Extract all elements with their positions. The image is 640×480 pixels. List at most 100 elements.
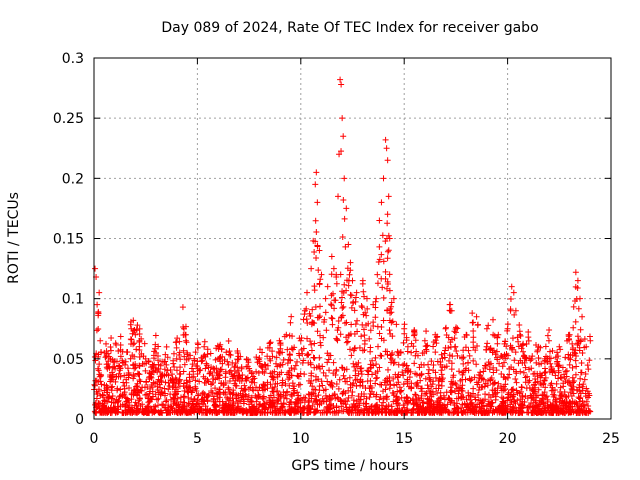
data-point xyxy=(552,406,559,413)
data-point xyxy=(470,357,477,364)
data-point xyxy=(232,382,239,389)
data-point xyxy=(170,360,177,367)
data-point xyxy=(390,360,397,367)
data-point xyxy=(379,284,386,291)
data-point xyxy=(314,199,321,206)
data-point xyxy=(385,232,392,239)
data-point xyxy=(225,386,232,393)
data-point xyxy=(267,357,274,364)
data-point xyxy=(401,321,408,328)
data-point xyxy=(312,217,319,224)
data-point xyxy=(310,390,317,397)
data-point xyxy=(507,296,514,303)
data-point xyxy=(394,397,401,404)
data-point xyxy=(359,304,366,311)
data-point xyxy=(351,307,358,314)
data-point xyxy=(279,349,286,356)
data-point xyxy=(311,249,318,256)
data-point xyxy=(365,371,372,378)
data-point xyxy=(442,406,449,413)
data-point xyxy=(394,374,401,381)
data-point xyxy=(373,402,380,409)
data-point xyxy=(119,401,126,408)
data-point xyxy=(388,299,395,306)
data-point xyxy=(245,385,252,392)
data-point xyxy=(201,394,208,401)
data-point xyxy=(306,310,313,317)
data-point xyxy=(499,363,506,370)
data-point xyxy=(441,350,448,357)
data-point xyxy=(504,397,511,404)
data-point xyxy=(438,371,445,378)
data-point xyxy=(245,359,252,366)
data-point xyxy=(380,175,387,182)
data-point xyxy=(261,405,268,412)
data-point xyxy=(255,391,262,398)
data-point xyxy=(201,338,208,345)
data-point xyxy=(331,391,338,398)
data-point xyxy=(152,391,159,398)
data-point xyxy=(267,381,274,388)
data-point xyxy=(199,357,206,364)
data-point xyxy=(343,319,350,326)
data-point xyxy=(98,409,105,416)
data-point xyxy=(182,337,189,344)
data-point xyxy=(133,346,140,353)
data-point xyxy=(333,404,340,411)
data-point xyxy=(230,387,237,394)
data-point xyxy=(380,317,387,324)
data-point xyxy=(379,406,386,413)
data-point xyxy=(340,196,347,203)
data-point xyxy=(384,220,391,227)
data-point xyxy=(253,368,260,375)
data-point xyxy=(418,361,425,368)
data-point xyxy=(308,265,315,272)
data-point xyxy=(343,205,350,212)
data-point xyxy=(312,181,319,188)
data-point xyxy=(181,393,188,400)
data-point xyxy=(372,314,379,321)
data-point xyxy=(483,325,490,332)
data-point xyxy=(390,295,397,302)
data-point xyxy=(136,354,143,361)
data-point xyxy=(94,301,101,308)
data-point xyxy=(285,376,292,383)
data-point xyxy=(391,382,398,389)
data-point xyxy=(555,409,562,416)
data-point xyxy=(311,354,318,361)
data-point xyxy=(308,321,315,328)
data-point xyxy=(512,400,519,407)
data-point xyxy=(235,392,242,399)
data-point xyxy=(191,355,198,362)
data-point xyxy=(170,350,177,357)
data-point xyxy=(455,390,462,397)
data-point xyxy=(504,327,511,334)
data-point xyxy=(283,395,290,402)
data-point xyxy=(495,331,502,338)
data-point xyxy=(130,361,137,368)
data-point xyxy=(124,365,131,372)
data-point xyxy=(544,332,551,339)
data-point xyxy=(122,358,129,365)
data-point xyxy=(390,375,397,382)
data-point xyxy=(252,392,259,399)
data-point xyxy=(156,381,163,388)
data-point xyxy=(425,370,432,377)
data-point xyxy=(98,381,105,388)
data-point xyxy=(430,401,437,408)
data-point xyxy=(554,360,561,367)
data-point xyxy=(465,359,472,366)
data-point xyxy=(122,394,129,401)
data-point xyxy=(114,387,121,394)
data-point xyxy=(346,346,353,353)
data-point xyxy=(336,151,343,158)
data-point xyxy=(389,318,396,325)
data-point xyxy=(386,317,393,324)
data-point xyxy=(504,321,511,328)
data-point xyxy=(139,360,146,367)
data-point xyxy=(95,325,102,332)
data-point xyxy=(428,383,435,390)
data-point xyxy=(97,349,104,356)
data-point xyxy=(200,389,207,396)
data-point xyxy=(97,378,104,385)
